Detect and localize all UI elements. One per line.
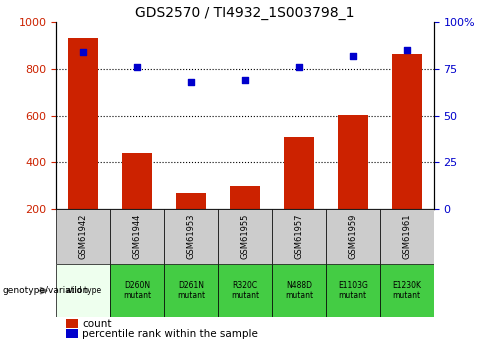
Text: GSM61944: GSM61944 bbox=[133, 214, 142, 259]
Point bbox=[79, 49, 87, 55]
Bar bbox=[110, 264, 164, 317]
Bar bbox=[176, 193, 206, 255]
Text: genotype/variation: genotype/variation bbox=[2, 286, 89, 295]
Bar bbox=[164, 264, 218, 317]
Title: GDS2570 / TI4932_1S003798_1: GDS2570 / TI4932_1S003798_1 bbox=[135, 6, 355, 20]
Text: R320C
mutant: R320C mutant bbox=[231, 281, 259, 300]
Bar bbox=[69, 38, 98, 255]
Text: GSM61953: GSM61953 bbox=[187, 214, 196, 259]
Bar bbox=[164, 209, 218, 264]
Text: D260N
mutant: D260N mutant bbox=[123, 281, 151, 300]
Bar bbox=[380, 209, 434, 264]
Text: wild type: wild type bbox=[66, 286, 101, 295]
Point bbox=[295, 65, 303, 70]
Bar bbox=[272, 264, 326, 317]
Bar bbox=[110, 209, 164, 264]
Text: GSM61959: GSM61959 bbox=[348, 214, 357, 259]
Text: E1230K
mutant: E1230K mutant bbox=[392, 281, 421, 300]
Text: E1103G
mutant: E1103G mutant bbox=[338, 281, 368, 300]
Text: GSM61957: GSM61957 bbox=[294, 214, 303, 259]
Bar bbox=[56, 264, 110, 317]
Point bbox=[349, 53, 357, 59]
Bar bbox=[218, 209, 272, 264]
Bar bbox=[122, 153, 152, 255]
Text: count: count bbox=[82, 319, 112, 328]
Bar bbox=[218, 264, 272, 317]
Bar bbox=[326, 264, 380, 317]
Text: percentile rank within the sample: percentile rank within the sample bbox=[82, 329, 258, 339]
Bar bbox=[56, 209, 110, 264]
Text: GSM61942: GSM61942 bbox=[79, 214, 88, 259]
Bar bbox=[272, 209, 326, 264]
Point bbox=[403, 48, 411, 53]
Text: GSM61955: GSM61955 bbox=[241, 214, 249, 259]
Point bbox=[241, 77, 249, 83]
Text: GSM61961: GSM61961 bbox=[402, 214, 411, 259]
Bar bbox=[230, 186, 260, 255]
Text: N488D
mutant: N488D mutant bbox=[285, 281, 313, 300]
Text: D261N
mutant: D261N mutant bbox=[177, 281, 205, 300]
Bar bbox=[284, 137, 314, 255]
Bar bbox=[338, 115, 368, 255]
Point bbox=[133, 65, 141, 70]
Bar bbox=[326, 209, 380, 264]
Bar bbox=[380, 264, 434, 317]
Bar bbox=[392, 54, 421, 255]
Point bbox=[187, 79, 195, 85]
